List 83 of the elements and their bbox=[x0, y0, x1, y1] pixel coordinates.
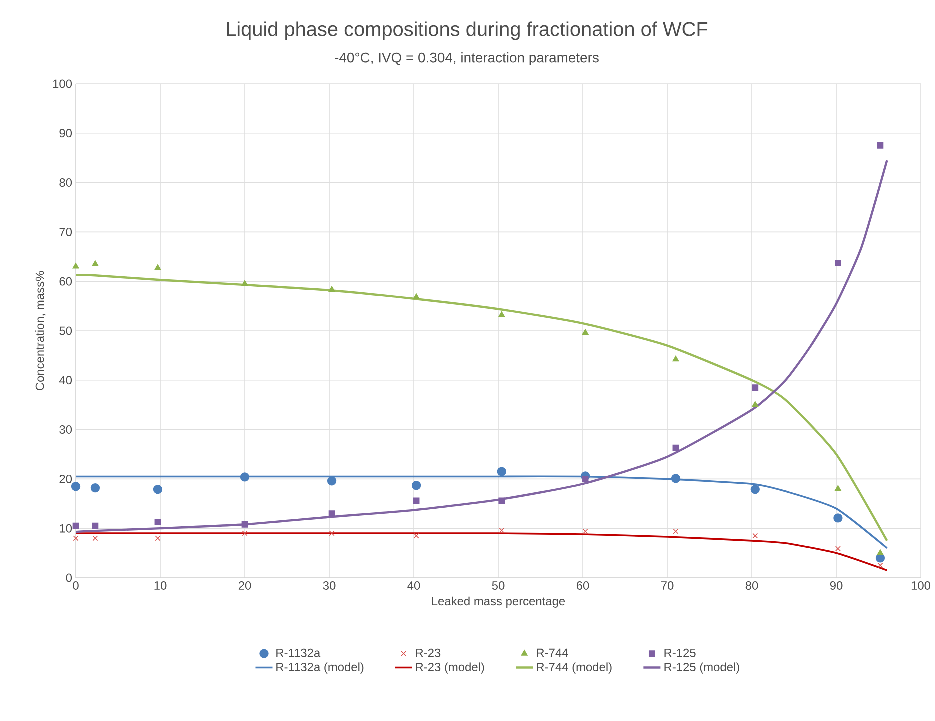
point bbox=[90, 483, 100, 493]
y-tick-label: 40 bbox=[59, 376, 72, 385]
y-axis-title: Concentration, mass% bbox=[36, 271, 46, 391]
x-tick-label: 30 bbox=[323, 582, 336, 590]
point bbox=[73, 536, 79, 542]
x-axis-title: Leaked mass percentage bbox=[432, 596, 566, 608]
line-series bbox=[74, 274, 888, 542]
point bbox=[499, 528, 505, 534]
y-tick-label: 100 bbox=[53, 80, 72, 88]
point bbox=[834, 514, 843, 523]
point bbox=[752, 401, 759, 408]
x-tick-label: 80 bbox=[746, 582, 758, 590]
point bbox=[498, 311, 506, 318]
legend-label: R-744 bbox=[537, 648, 568, 658]
point bbox=[154, 264, 162, 270]
legend-label: R-1132a (model) bbox=[276, 662, 364, 674]
y-tick-label: 70 bbox=[60, 228, 72, 236]
point bbox=[154, 518, 162, 526]
point bbox=[327, 476, 337, 486]
y-tick-label: 90 bbox=[60, 129, 72, 138]
x-tick-label: 40 bbox=[408, 582, 420, 590]
point bbox=[582, 528, 588, 534]
point bbox=[92, 260, 99, 266]
x-tick-label: 60 bbox=[576, 582, 590, 590]
point bbox=[413, 498, 420, 504]
point bbox=[240, 472, 250, 482]
line-series bbox=[74, 159, 888, 534]
x-tick-label: 90 bbox=[830, 582, 843, 590]
legend-label: R-1132a bbox=[276, 648, 321, 658]
x-tick-label: 20 bbox=[238, 582, 252, 590]
point bbox=[329, 530, 335, 536]
x-tick-label: 70 bbox=[661, 582, 674, 590]
y-tick-label: 60 bbox=[60, 277, 72, 286]
point bbox=[242, 280, 248, 286]
y-tick-label: 80 bbox=[60, 178, 72, 188]
y-tick-label: 0 bbox=[66, 574, 72, 582]
point bbox=[497, 467, 506, 476]
point bbox=[752, 533, 758, 539]
point bbox=[750, 484, 760, 494]
point bbox=[752, 384, 759, 391]
chart-subtitle: -40°C, IVQ = 0.304, interaction parameters bbox=[335, 52, 599, 66]
y-tick-label: 30 bbox=[60, 426, 72, 434]
point bbox=[498, 498, 506, 504]
legend-label: R-23 bbox=[416, 648, 441, 658]
point bbox=[672, 356, 680, 362]
x-tick-label: 10 bbox=[154, 582, 167, 590]
point bbox=[242, 521, 248, 528]
point bbox=[582, 476, 589, 482]
point bbox=[672, 444, 680, 452]
point bbox=[71, 482, 81, 492]
legend-label: R-125 bbox=[664, 648, 696, 658]
point bbox=[835, 260, 842, 266]
y-tick-label: 10 bbox=[60, 524, 72, 533]
point bbox=[328, 510, 336, 517]
point bbox=[92, 536, 98, 542]
point bbox=[72, 263, 80, 269]
point bbox=[414, 533, 420, 539]
y-tick-label: 50 bbox=[60, 326, 72, 336]
point bbox=[328, 286, 336, 292]
point bbox=[242, 530, 248, 536]
x-tick-label: 0 bbox=[73, 582, 79, 590]
line-series bbox=[75, 532, 888, 572]
y-tick-label: 20 bbox=[60, 474, 72, 484]
point bbox=[582, 329, 589, 336]
x-tick-label: 100 bbox=[912, 582, 931, 590]
point bbox=[835, 546, 841, 552]
point bbox=[413, 294, 420, 300]
point bbox=[153, 484, 163, 494]
point bbox=[834, 485, 842, 492]
x-tick-label: 50 bbox=[492, 582, 505, 590]
point bbox=[92, 522, 99, 530]
point bbox=[72, 522, 80, 530]
point bbox=[878, 562, 884, 568]
point bbox=[877, 550, 884, 556]
chart-title: Liquid phase compositions during fractionation of WCF bbox=[227, 22, 708, 40]
point bbox=[155, 536, 161, 542]
point bbox=[671, 474, 681, 484]
legend-label: R-23 (model) bbox=[416, 662, 484, 674]
point bbox=[412, 481, 422, 490]
point bbox=[673, 528, 679, 534]
legend-label: R-125 (model) bbox=[664, 662, 740, 674]
legend-label: R-744 (model) bbox=[537, 662, 612, 674]
point bbox=[877, 142, 884, 149]
